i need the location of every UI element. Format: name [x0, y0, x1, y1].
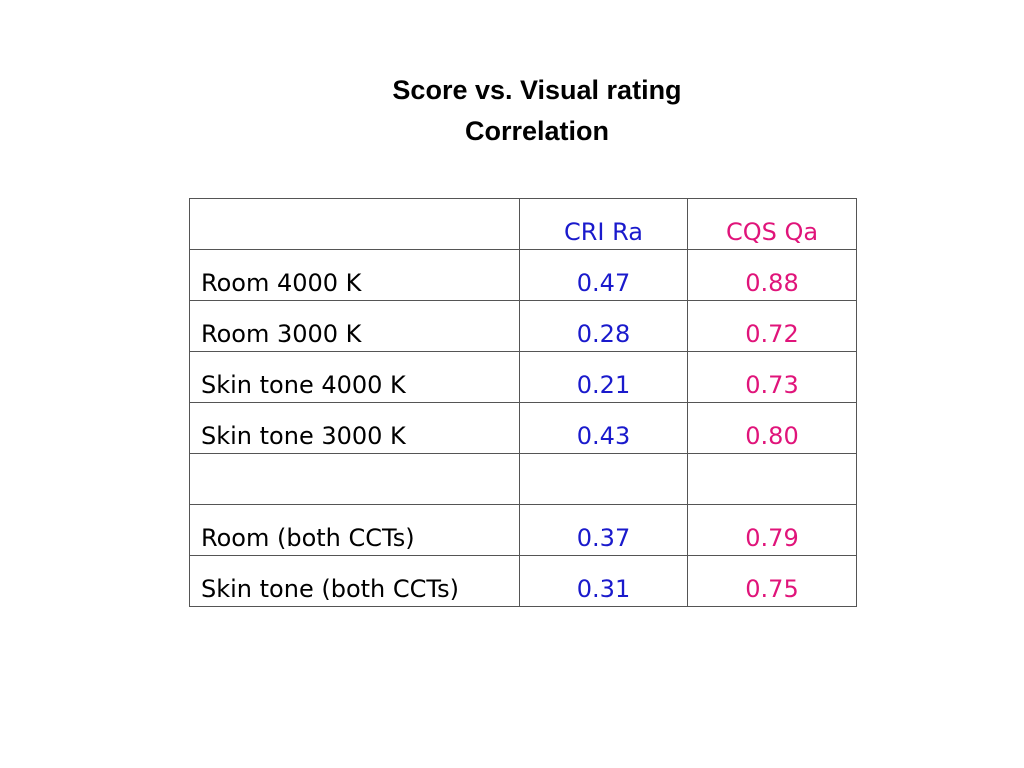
correlation-table: CRI Ra CQS Qa Room 4000 K 0.47 0.88 Room… [189, 198, 857, 607]
title-line-1: Score vs. Visual rating [392, 75, 682, 105]
cqs-value: 0.88 [687, 249, 857, 301]
header-cri-ra: CRI Ra [519, 198, 688, 250]
cri-value: 0.47 [519, 249, 688, 301]
slide-title: Score vs. Visual rating Correlation [0, 70, 1024, 152]
table-row: Skin tone 4000 K 0.21 0.73 [189, 351, 857, 403]
cqs-value: 0.80 [687, 402, 857, 454]
cri-value [519, 453, 688, 505]
table-row: Room 3000 K 0.28 0.72 [189, 300, 857, 352]
title-line-2: Correlation [464, 116, 610, 146]
row-label: Room (both CCTs) [189, 504, 520, 556]
cri-value: 0.28 [519, 300, 688, 352]
table-row-empty [189, 453, 857, 505]
row-label: Skin tone 3000 K [189, 402, 520, 454]
table-row: Skin tone 3000 K 0.43 0.80 [189, 402, 857, 454]
cri-value: 0.43 [519, 402, 688, 454]
cri-value: 0.21 [519, 351, 688, 403]
cqs-value: 0.79 [687, 504, 857, 556]
row-label: Skin tone 4000 K [189, 351, 520, 403]
cqs-value: 0.75 [687, 555, 857, 607]
cri-value: 0.37 [519, 504, 688, 556]
row-label: Room 3000 K [189, 300, 520, 352]
table-row: Skin tone (both CCTs) 0.31 0.75 [189, 555, 857, 607]
cqs-value [687, 453, 857, 505]
header-cell-empty [189, 198, 520, 250]
cqs-value: 0.72 [687, 300, 857, 352]
row-label [189, 453, 520, 505]
table-row: Room 4000 K 0.47 0.88 [189, 249, 857, 301]
row-label: Room 4000 K [189, 249, 520, 301]
row-label: Skin tone (both CCTs) [189, 555, 520, 607]
table-row: Room (both CCTs) 0.37 0.79 [189, 504, 857, 556]
cri-value: 0.31 [519, 555, 688, 607]
table-header-row: CRI Ra CQS Qa [189, 198, 857, 250]
cqs-value: 0.73 [687, 351, 857, 403]
header-cqs-qa: CQS Qa [687, 198, 857, 250]
